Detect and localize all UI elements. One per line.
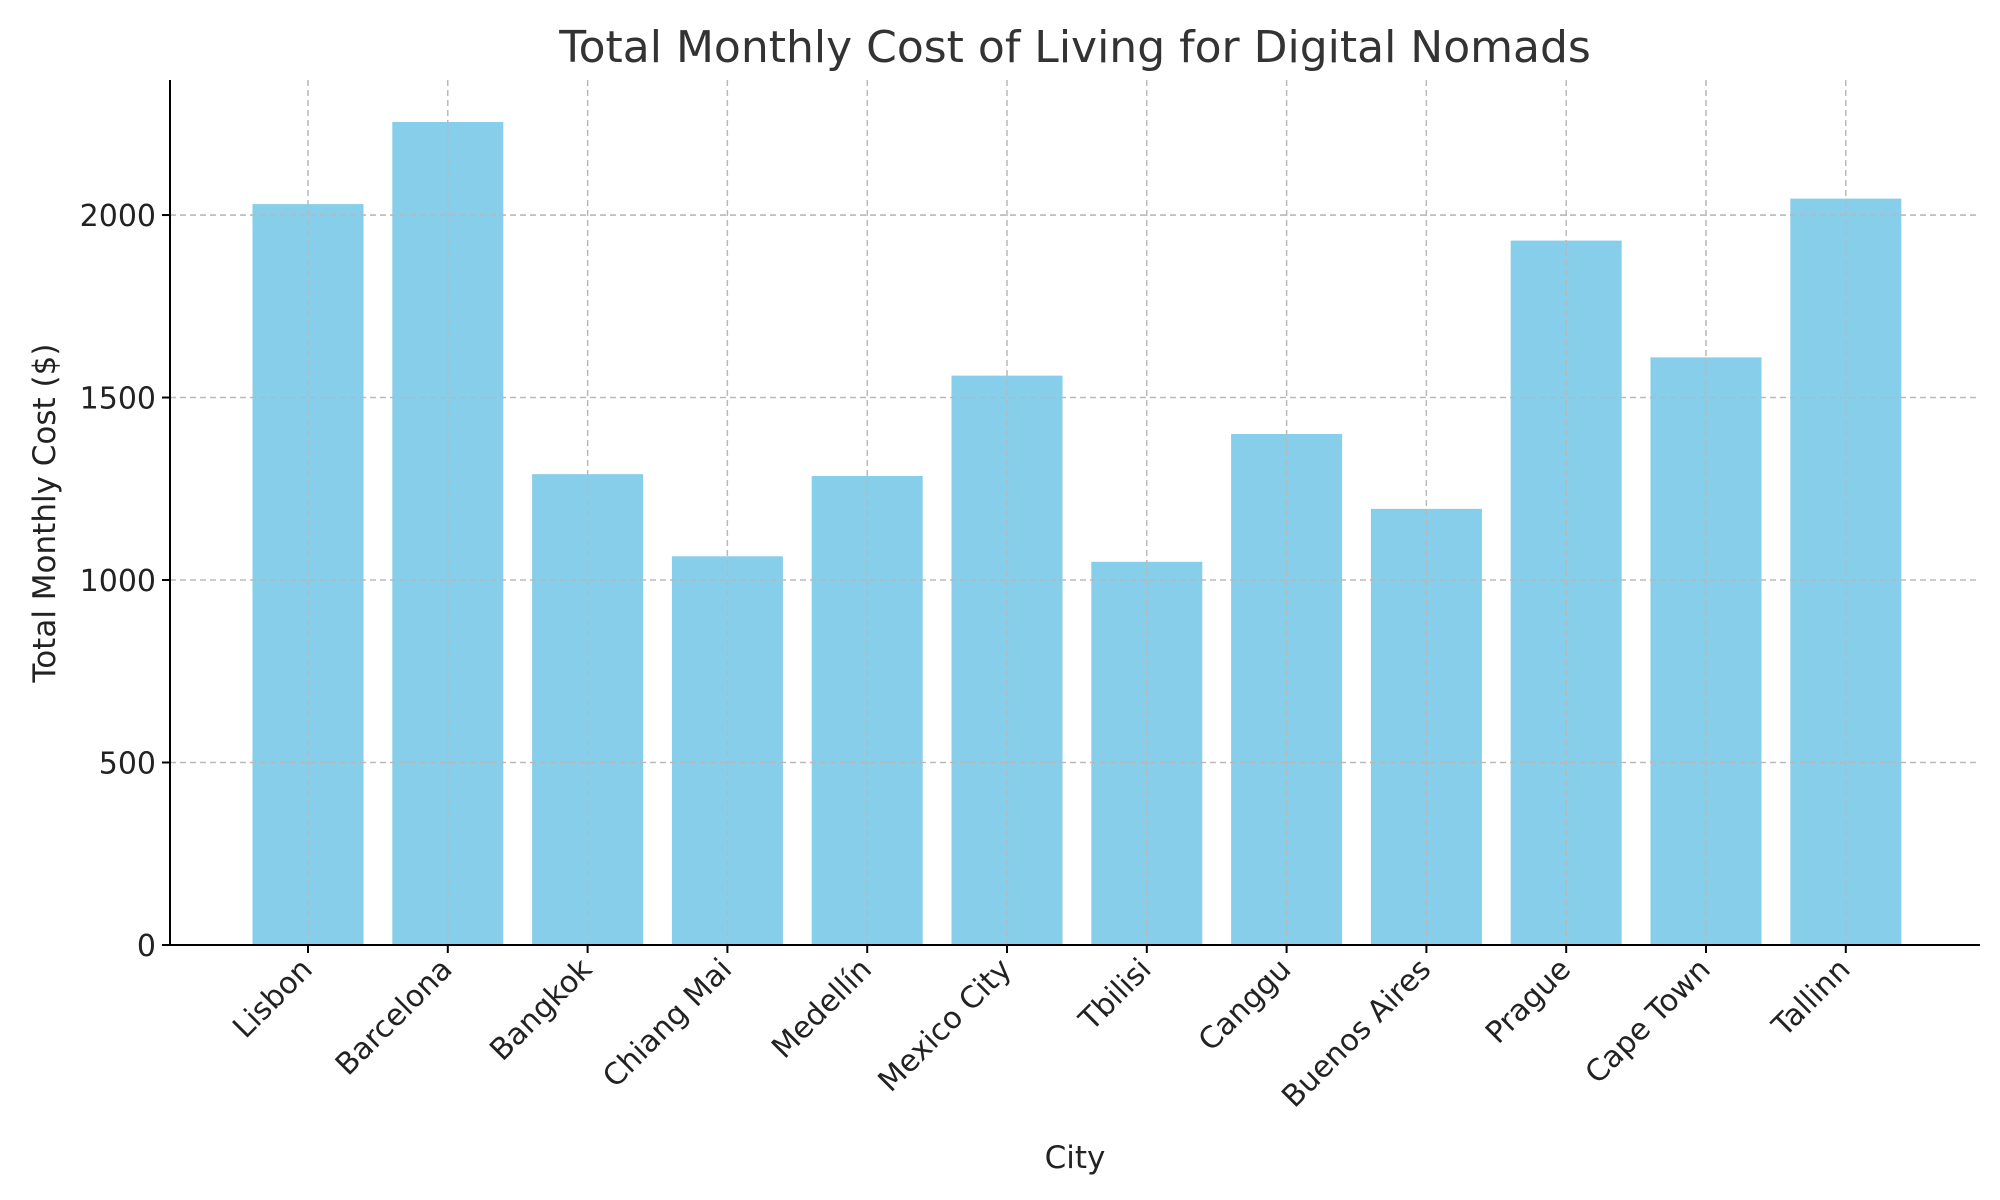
x-tick-label: Bangkok (483, 951, 599, 1067)
x-tick-label: Chiang Mai (596, 952, 739, 1095)
x-tick-label: Cape Town (1579, 952, 1718, 1091)
y-tick-label: 1500 (80, 382, 156, 417)
y-tick-labels: 0 500 1000 1500 2000 (80, 199, 156, 964)
y-tick-label: 500 (99, 747, 156, 782)
x-tick-label: Canggu (1192, 952, 1298, 1058)
x-tick-label: Buenos Aires (1275, 952, 1438, 1115)
chart-title: Total Monthly Cost of Living for Digital… (558, 22, 1591, 73)
x-tick-label: Mexico City (872, 952, 1019, 1099)
bar-canggu (1231, 434, 1343, 945)
axes (162, 80, 1980, 953)
x-tick-label: Prague (1479, 952, 1578, 1051)
y-tick-label: 2000 (80, 199, 156, 234)
x-tick-label: Barcelona (329, 952, 460, 1083)
x-tick-label: Medellín (765, 952, 879, 1066)
bars (170, 80, 1980, 946)
y-axis-label: Total Monthly Cost ($) (27, 344, 63, 684)
y-tick-label: 1000 (80, 564, 156, 599)
x-tick-label: Lisbon (226, 952, 319, 1045)
y-tick-label: 0 (137, 929, 156, 964)
x-axis-label: City (1045, 1140, 1106, 1176)
x-tick-label: Tallinn (1765, 952, 1857, 1044)
x-tick-label: Tbilisi (1072, 952, 1159, 1039)
